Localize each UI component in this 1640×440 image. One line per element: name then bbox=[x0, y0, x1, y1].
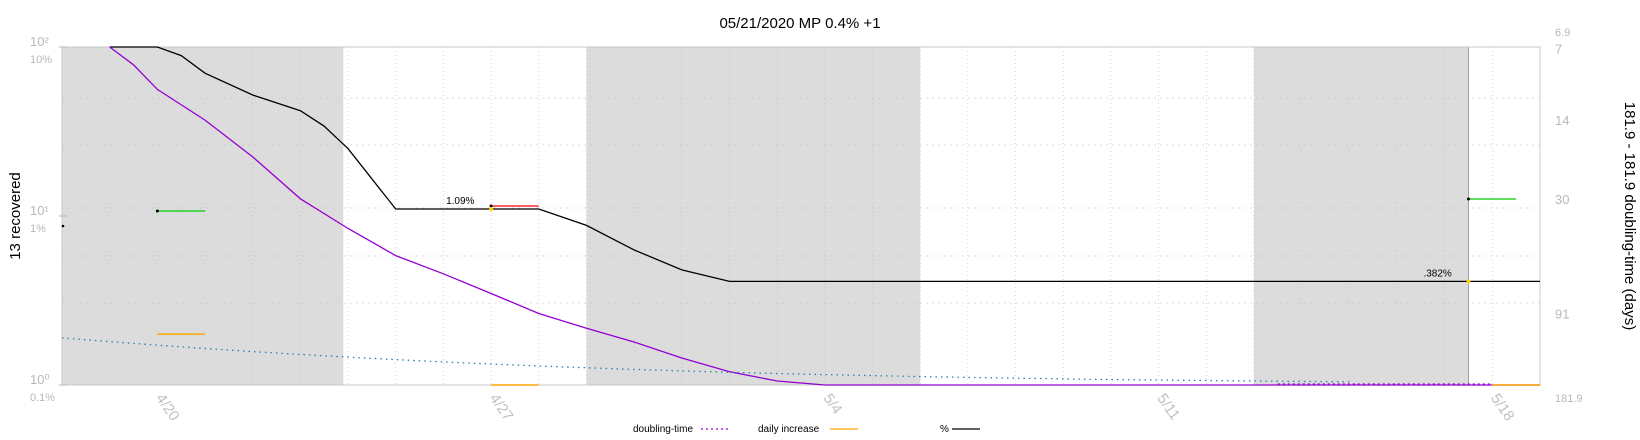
left-tick-label: 10¹ bbox=[30, 203, 49, 218]
chart-title: 05/21/2020 MP 0.4% +1 bbox=[719, 15, 880, 32]
left-tick-label: 10⁰ bbox=[30, 372, 50, 387]
y-axis-label-right: 181.9 - 181.9 doubling-time (days) bbox=[1621, 102, 1638, 330]
right-tick-labels: 6.9 7 14 30 91 181.9 bbox=[1555, 27, 1583, 405]
left-tick-pct-label: 10% bbox=[30, 54, 52, 66]
annotation-0-382: .382% bbox=[1423, 268, 1451, 279]
annotation-1-09: 1.09% bbox=[446, 196, 474, 207]
right-tick-label: 181.9 bbox=[1555, 393, 1583, 405]
right-tick-label: 14 bbox=[1555, 113, 1569, 128]
series-percent-line bbox=[109, 46, 1540, 283]
yellow-point bbox=[1466, 279, 1471, 284]
right-tick-label: 7 bbox=[1555, 41, 1562, 56]
right-tick-label: 6.9 bbox=[1555, 27, 1570, 39]
x-tick-label: 5/11 bbox=[1153, 391, 1183, 424]
x-tick-label: 5/18 bbox=[1487, 391, 1518, 425]
shaded-bands bbox=[62, 47, 1469, 385]
green-marker-dot bbox=[155, 209, 159, 213]
red-marker-dot bbox=[489, 204, 493, 208]
left-tick-pct-label: 1% bbox=[30, 223, 46, 235]
x-tick-label: 4/20 bbox=[152, 391, 183, 425]
x-tick-label: 5/4 bbox=[820, 391, 846, 418]
legend-label: doubling-time bbox=[633, 424, 693, 435]
legend-label: % bbox=[940, 424, 949, 435]
legend-label: daily increase bbox=[758, 424, 820, 435]
annotations: 1.09% .382% bbox=[446, 196, 1452, 279]
green-marker-right-dot bbox=[1466, 197, 1470, 201]
series-doubling-time-line bbox=[109, 46, 1540, 386]
left-tick-labels: 10² 10% 10¹ 1% 10⁰ 0.1% bbox=[30, 34, 67, 404]
shaded-band-2 bbox=[1253, 47, 1469, 385]
shaded-band-1 bbox=[586, 47, 921, 385]
shaded-band-0 bbox=[62, 47, 344, 385]
markers-layer bbox=[61, 197, 1517, 284]
right-tick-label: 91 bbox=[1555, 306, 1569, 321]
right-tick-label: 30 bbox=[1555, 192, 1569, 207]
yellow-point bbox=[489, 207, 494, 212]
series-layer bbox=[61, 46, 1540, 386]
left-tick-pct-label: 0.1% bbox=[30, 392, 55, 404]
left-tick-label: 10² bbox=[30, 34, 49, 49]
y-axis-label-left: 13 recovered bbox=[7, 172, 24, 260]
x-tick-labels: 4/20 4/27 5/4 5/11 5/18 bbox=[152, 391, 1518, 425]
projection-dotted-line bbox=[61, 337, 1350, 383]
x-tick-label: 4/27 bbox=[486, 391, 517, 425]
start-point bbox=[61, 224, 65, 228]
legend: doubling-time daily increase% bbox=[633, 424, 980, 435]
